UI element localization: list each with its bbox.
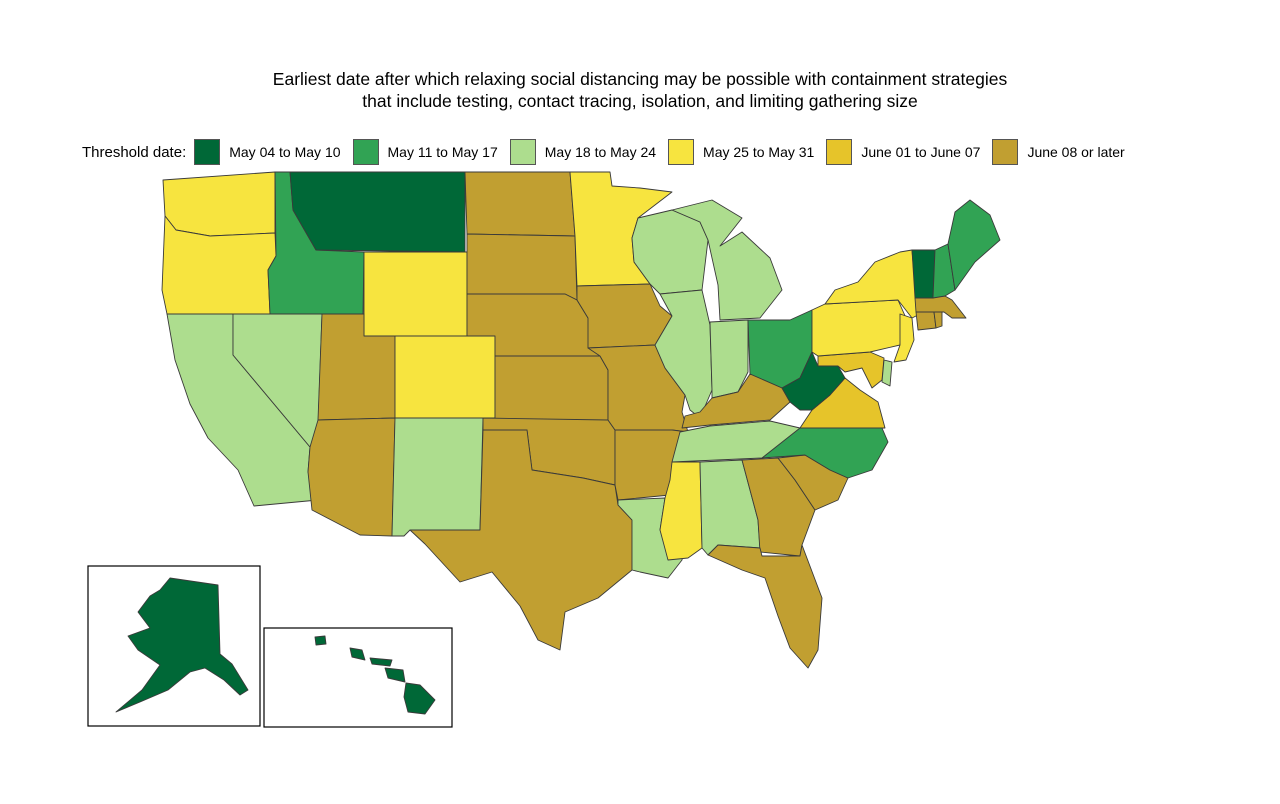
state-montana[interactable] [289,171,466,253]
hawaii-island-molokai[interactable] [369,657,393,667]
hawaii-island-oahu[interactable] [349,647,366,661]
state-wyoming[interactable] [363,251,468,337]
state-maryland[interactable] [817,351,885,389]
legend-item-may11-may17: May 11 to May 17 [352,139,498,165]
state-west-virginia[interactable] [781,351,846,411]
state-south-dakota[interactable] [466,233,578,301]
legend-swatch [509,139,536,165]
legend-swatch [826,139,853,165]
hawaii-island-big-island[interactable] [403,682,436,715]
state-vermont[interactable] [911,249,936,299]
map-title-line-2: that include testing, contact tracing, i… [362,91,918,111]
legend-item-label: May 11 to May 17 [387,144,498,160]
state-texas[interactable] [409,429,633,651]
legend-item-label: May 18 to May 24 [544,144,657,160]
state-new-mexico[interactable] [391,417,484,537]
hawaii-island-kauai[interactable] [314,635,327,646]
legend-item-june01-june07: June 01 to June 07 [826,139,980,165]
legend: Threshold date: May 04 to May 10 May 11 … [82,138,1137,166]
legend-swatch [668,139,695,165]
state-new-hampshire[interactable] [932,243,956,299]
hawaii-inset-frame [263,627,453,728]
legend-item-may25-may31: May 25 to May 31 [668,139,814,165]
legend-item-label: May 25 to May 31 [703,144,815,160]
state-connecticut[interactable] [915,311,937,331]
state-florida[interactable] [707,544,823,669]
map-title: Earliest date after which relaxing socia… [0,68,1280,112]
state-maine[interactable] [947,199,1001,291]
legend-item-may18-may24: May 18 to May 24 [509,139,657,165]
state-washington[interactable] [162,171,276,237]
legend-swatch [352,139,379,165]
state-hawaii[interactable] [314,635,436,715]
state-illinois[interactable] [654,289,713,419]
map-title-line-1: Earliest date after which relaxing socia… [272,69,1008,89]
legend-item-june08-later: June 08 or later [992,139,1125,165]
legend-item-label: June 08 or later [1027,144,1125,160]
state-arizona[interactable] [307,417,396,537]
state-colorado[interactable] [394,335,496,419]
state-delaware[interactable] [881,359,893,387]
state-massachusetts[interactable] [914,295,967,319]
legend-item-label: June 01 to June 07 [861,144,981,160]
legend-item-may04-may10: May 04 to May 10 [194,139,341,165]
hawaii-island-maui[interactable] [384,667,406,683]
legend-swatch [992,139,1019,165]
state-kansas[interactable] [494,355,609,421]
state-michigan[interactable] [671,199,783,321]
state-iowa[interactable] [576,283,673,349]
state-alaska[interactable] [115,577,249,713]
legend-item-label: May 04 to May 10 [229,144,341,160]
state-north-dakota[interactable] [464,171,576,237]
legend-label: Threshold date: [82,143,187,161]
legend-swatch [194,139,221,165]
alaska-inset-frame [87,565,261,727]
state-pennsylvania[interactable] [811,299,907,357]
